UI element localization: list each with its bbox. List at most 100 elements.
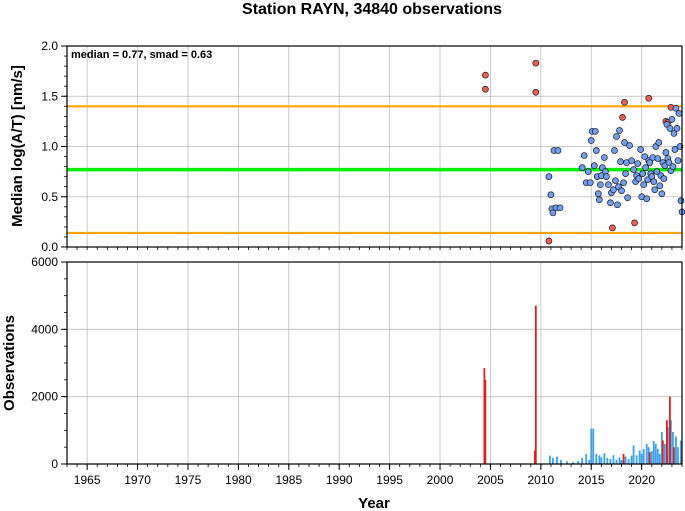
data-point (590, 162, 598, 169)
x-tick-label: 1975 (175, 473, 202, 487)
bottom-y-tick-label: 2000 (31, 390, 58, 404)
data-point (591, 128, 599, 135)
top-y-tick-label: 0.5 (41, 190, 58, 204)
data-point (617, 158, 624, 165)
data-point (586, 179, 594, 187)
observation-bar (585, 453, 588, 464)
observation-bar (612, 455, 615, 464)
observation-bar (590, 428, 593, 464)
data-point (634, 160, 641, 167)
data-point (619, 114, 626, 121)
observation-bar (618, 457, 621, 464)
x-axis-label: Year (358, 495, 390, 511)
observation-bar (556, 456, 558, 464)
bottom-y-ticks: 0 2000 4000 6000 (31, 255, 67, 471)
x-tick-label: 1965 (74, 473, 101, 487)
observation-bar (677, 447, 679, 464)
data-point (621, 98, 628, 106)
x-tick-label: 2005 (477, 473, 504, 487)
data-point (645, 94, 653, 102)
data-point (556, 204, 564, 212)
data-point (621, 139, 628, 146)
x-tick-label: 1970 (124, 473, 151, 487)
observation-bar (560, 459, 562, 464)
data-point (666, 125, 674, 132)
stats-annotation: median = 0.77, smad = 0.63 (71, 49, 212, 61)
x-tick-label: 1985 (275, 473, 302, 487)
data-point (603, 173, 610, 180)
data-point (653, 168, 661, 175)
observation-bar (660, 432, 663, 464)
data-point (669, 163, 677, 170)
data-point (672, 104, 680, 112)
data-point (630, 166, 637, 173)
observation-bar (581, 457, 584, 464)
data-point (482, 71, 489, 79)
observation-bar (600, 457, 603, 464)
data-point (671, 146, 679, 153)
data-point (655, 139, 663, 146)
data-point (596, 181, 604, 189)
observation-bar (638, 450, 641, 464)
data-point (545, 237, 553, 245)
observation-bar (620, 459, 623, 464)
observation-bar (670, 420, 672, 464)
bottom-y-tick-label: 0 (51, 457, 58, 471)
data-point (532, 88, 540, 96)
data-point (545, 173, 553, 180)
x-tick-label: 1995 (376, 473, 403, 487)
data-point (673, 125, 681, 132)
observation-bar (630, 455, 633, 464)
data-point (620, 179, 627, 187)
top-y-tick-label: 2.0 (41, 39, 58, 53)
top-y-axis-label: Median log(A/T) [nm/s] (9, 65, 26, 227)
data-point (578, 164, 586, 171)
data-point (580, 152, 588, 159)
data-point (656, 182, 664, 190)
observation-bar (642, 448, 645, 464)
x-tick-label: 1980 (225, 473, 252, 487)
x-tick-label: 2010 (528, 473, 555, 487)
observation-bar (552, 457, 554, 464)
chart-title: Station RAYN, 34840 observations (242, 1, 502, 18)
data-point (584, 168, 592, 175)
observation-bar (484, 379, 487, 464)
x-tick-label: 2000 (427, 473, 454, 487)
observation-bar (672, 432, 674, 464)
data-point (618, 187, 625, 195)
observation-bar (549, 455, 551, 464)
observation-bar (675, 436, 677, 464)
bottom-y-axis-label: Observations (1, 315, 18, 411)
observation-bar (572, 461, 575, 464)
observation-bar (483, 368, 486, 464)
data-point (595, 196, 603, 204)
data-point (637, 146, 645, 153)
data-point (613, 133, 620, 140)
observation-bar (615, 459, 618, 464)
data-point (532, 59, 540, 67)
bottom-y-tick-label: 6000 (31, 255, 58, 269)
bottom-x-ticks: 1965 1970 1975 1980 1985 1990 1995 2000 2005 2010… (66, 247, 683, 487)
observation-bar (627, 458, 630, 464)
data-point (646, 159, 654, 166)
observation-bar (635, 455, 638, 464)
data-point (616, 127, 623, 134)
data-point (601, 154, 608, 161)
observation-bar (658, 453, 661, 464)
observation-bar (566, 461, 568, 464)
observation-bar (654, 443, 657, 464)
observation-bar (598, 455, 601, 464)
data-point (662, 149, 670, 156)
data-point (607, 199, 614, 207)
observation-bar (645, 443, 648, 464)
data-point (611, 147, 618, 154)
data-point (642, 164, 650, 171)
data-point (650, 178, 658, 186)
data-point (609, 224, 616, 232)
observation-bar (533, 450, 536, 464)
data-point (605, 181, 612, 189)
data-point (639, 170, 647, 177)
data-point (677, 197, 685, 205)
data-point (635, 175, 642, 183)
